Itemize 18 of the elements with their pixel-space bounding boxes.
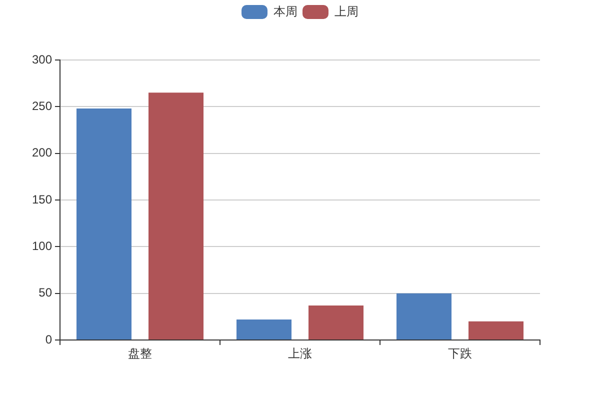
bar xyxy=(468,321,524,340)
y-tick-label: 150 xyxy=(32,192,52,206)
y-tick-label: 200 xyxy=(32,146,52,160)
y-tick-label: 250 xyxy=(32,98,52,113)
y-tick-label: 300 xyxy=(32,52,52,66)
y-tick-label: 0 xyxy=(45,332,52,346)
bar xyxy=(76,108,132,340)
y-tick-label: 50 xyxy=(38,286,52,300)
bar xyxy=(396,293,452,340)
x-tick-label: 盘整 xyxy=(128,346,152,361)
legend-label: 本周 xyxy=(274,4,298,18)
x-tick-label: 上涨 xyxy=(288,346,312,361)
bar xyxy=(148,92,204,340)
bar xyxy=(236,319,292,340)
bar xyxy=(308,305,364,340)
y-tick-label: 100 xyxy=(32,238,52,253)
legend-label: 上周 xyxy=(334,4,358,18)
x-tick-label: 下跌 xyxy=(448,346,472,361)
